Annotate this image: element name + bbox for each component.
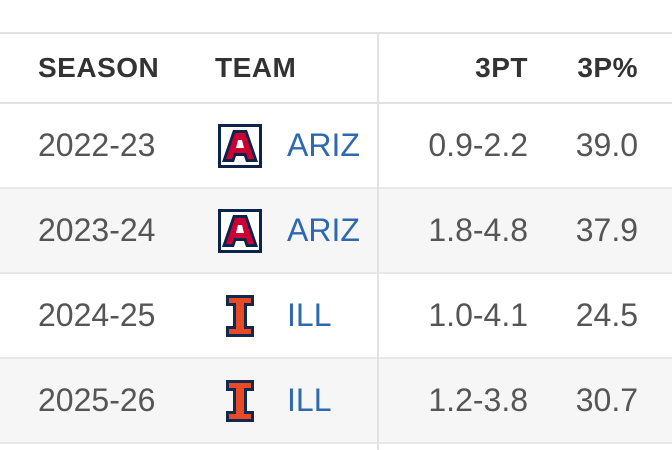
three-pt: 0.9-2.2 xyxy=(428,127,528,163)
table-row: 2022-23 ARIZ 0.9-2.2 39.0 xyxy=(0,104,672,189)
team-link[interactable]: ARIZ xyxy=(287,212,360,248)
header-cell[interactable]: 3P% xyxy=(577,52,638,83)
three-pct: 37.9 xyxy=(575,212,638,248)
three-pt: 1.2-3.8 xyxy=(428,382,528,418)
header-cell: SEASON xyxy=(38,52,160,83)
three-pct: 30.7 xyxy=(575,382,638,418)
header-cell: TEAM xyxy=(215,52,297,83)
three-pct: 39.0 xyxy=(575,127,638,163)
table-row: 2025-26 ILL 1.2-3.8 30.7 xyxy=(0,359,672,444)
table-row: 2023-24 ARIZ 1.8-4.8 37.9 xyxy=(0,189,672,274)
team-link[interactable]: ARIZ xyxy=(287,127,360,163)
three-pct: 24.5 xyxy=(575,297,638,333)
season: 2023-24 xyxy=(38,212,156,248)
three-pt: 1.8-4.8 xyxy=(428,212,528,248)
team-logo xyxy=(226,295,254,337)
header-cell[interactable]: 3PT xyxy=(475,52,528,83)
team-link[interactable]: ILL xyxy=(287,382,332,418)
team-logo xyxy=(218,124,262,168)
team-link[interactable]: ILL xyxy=(287,297,332,333)
season: 2024-25 xyxy=(38,297,156,333)
header-row: SEASON TEAM 3PT 3P% xyxy=(0,34,672,104)
season: 2022-23 xyxy=(38,127,156,163)
table-row: 2024-25 ILL 1.0-4.1 24.5 xyxy=(0,274,672,359)
column-divider xyxy=(377,32,379,450)
team-logo xyxy=(218,209,262,253)
top-border xyxy=(0,32,672,34)
team-logo xyxy=(226,380,254,422)
three-pt: 1.0-4.1 xyxy=(428,297,528,333)
season: 2025-26 xyxy=(38,382,156,418)
